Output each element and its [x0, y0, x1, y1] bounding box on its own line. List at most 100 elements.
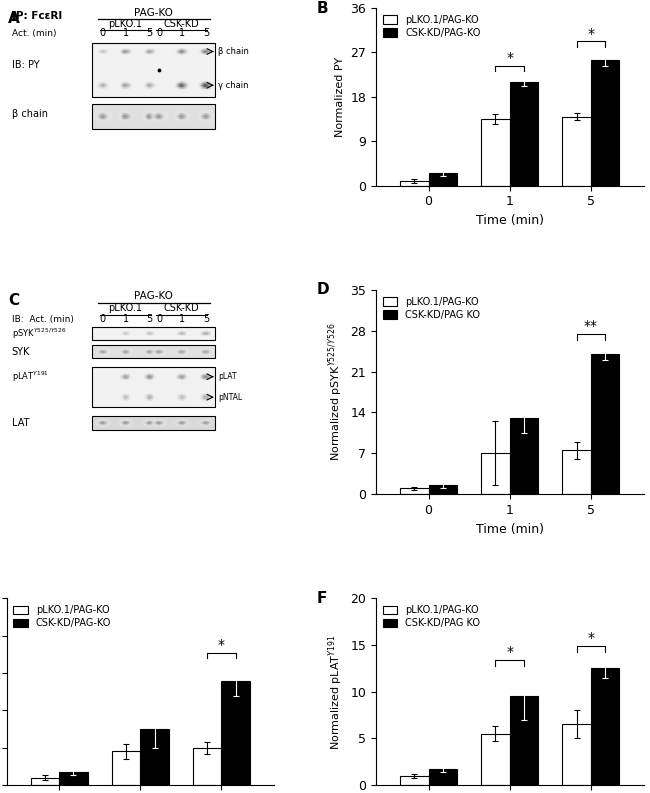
Bar [132, 331, 134, 333]
Bar [106, 90, 108, 91]
Bar [157, 400, 159, 401]
Bar [145, 84, 146, 85]
Bar [183, 113, 185, 114]
Bar [199, 356, 200, 357]
Bar [109, 114, 111, 115]
Bar [213, 89, 214, 90]
Bar [152, 117, 154, 118]
Bar [121, 90, 122, 91]
Bar [163, 352, 164, 353]
Bar [158, 403, 159, 404]
Bar [146, 335, 148, 336]
Bar [103, 421, 105, 422]
Bar [129, 86, 131, 88]
Bar [177, 419, 179, 420]
Bar [181, 336, 182, 337]
Bar [151, 87, 153, 89]
Bar [210, 347, 211, 348]
Bar [202, 380, 203, 381]
Bar [111, 56, 112, 57]
Bar [181, 380, 183, 381]
Bar [205, 112, 206, 113]
Bar [131, 332, 133, 333]
Bar [129, 425, 131, 426]
Bar [199, 80, 201, 81]
Bar [127, 117, 129, 119]
Bar [153, 80, 155, 81]
Bar [157, 121, 159, 122]
Bar [123, 334, 124, 335]
Bar [166, 376, 168, 377]
Bar [161, 79, 162, 81]
Bar [205, 424, 207, 425]
Bar [146, 89, 148, 90]
Bar [205, 380, 206, 381]
Bar [161, 353, 162, 354]
Bar [157, 354, 159, 355]
Bar [133, 400, 135, 402]
Bar [187, 374, 189, 375]
Bar [187, 424, 189, 425]
Bar [156, 378, 158, 379]
Bar [154, 86, 156, 87]
Bar [182, 347, 184, 348]
Bar [205, 333, 207, 334]
Bar [166, 375, 168, 377]
Bar [173, 80, 175, 81]
Bar [159, 53, 161, 54]
Bar [144, 109, 146, 111]
Bar [104, 425, 106, 427]
Bar [100, 335, 101, 336]
Bar [206, 423, 208, 424]
Bar [148, 112, 150, 113]
Bar [181, 330, 183, 331]
Bar [97, 377, 98, 378]
Bar [186, 80, 188, 81]
Bar [198, 86, 200, 88]
Bar [210, 426, 211, 427]
Bar [120, 56, 122, 57]
Bar [125, 335, 127, 336]
Text: pNTAL: pNTAL [218, 393, 242, 402]
Bar [165, 81, 167, 82]
Bar [94, 109, 96, 111]
Bar [133, 55, 135, 56]
Bar [123, 348, 124, 349]
Bar [210, 55, 212, 56]
Bar [177, 328, 179, 330]
Bar [148, 401, 150, 403]
Bar [150, 112, 152, 113]
Bar [189, 391, 190, 393]
Bar [141, 334, 142, 335]
Bar [158, 337, 159, 338]
Bar [154, 84, 155, 85]
Bar [122, 402, 124, 404]
Bar [120, 401, 122, 403]
Bar [153, 422, 155, 423]
Bar [172, 115, 174, 116]
Bar [122, 420, 124, 421]
Bar [184, 84, 186, 85]
Bar [153, 119, 155, 120]
Bar [105, 52, 107, 53]
Bar [156, 335, 158, 336]
Bar [207, 381, 209, 382]
Bar [128, 401, 129, 403]
Bar [142, 87, 144, 89]
Bar [124, 354, 125, 355]
Bar [163, 374, 164, 375]
Bar [157, 86, 159, 88]
Bar [198, 337, 200, 338]
Bar [146, 49, 148, 50]
Bar [204, 424, 205, 425]
Bar [105, 422, 107, 423]
Bar [176, 329, 178, 330]
Bar [146, 122, 148, 123]
Bar [184, 349, 185, 350]
Bar [206, 424, 208, 425]
Bar [153, 335, 154, 336]
Bar [118, 372, 120, 374]
Bar [157, 117, 159, 118]
Bar [177, 53, 179, 54]
Bar [211, 393, 213, 395]
